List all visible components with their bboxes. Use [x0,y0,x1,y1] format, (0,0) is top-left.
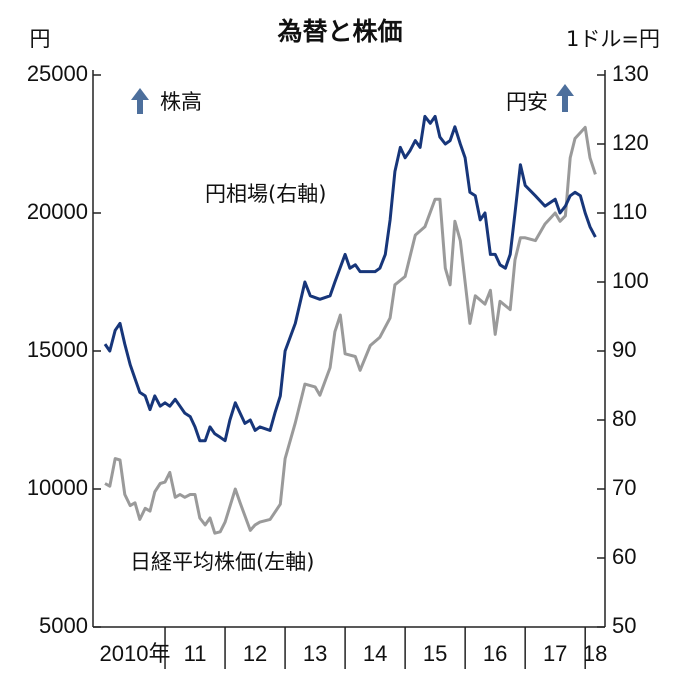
x-tick-label: 11 [184,641,207,666]
annotation: 円安 [506,90,548,114]
y-tick-label: 20000 [27,199,88,224]
y2-tick-label: 70 [612,475,636,500]
series-line [104,125,597,535]
x-tick-label: 14 [363,641,387,666]
series-label: 円相場(右軸) [205,182,326,206]
y-tick-label: 25000 [27,61,88,86]
up-arrow [556,84,574,112]
x-tick-label: 15 [423,641,447,666]
y-tick-label: 5000 [39,613,88,638]
x-tick-label: 16 [483,641,507,666]
y2-tick-label: 130 [612,61,649,86]
y2-tick-label: 90 [612,337,636,362]
y2-tick-label: 50 [612,613,636,638]
chart-title: 為替と株価 [277,17,402,46]
x-tick-label: 18 [583,641,607,666]
annotation: 株高 [160,90,202,114]
series-label: 日経平均株価(左軸) [130,550,314,574]
series-line [103,114,597,443]
y-unit: 円 [30,27,51,51]
up-arrow [131,88,149,114]
y2-tick-label: 110 [612,199,647,224]
y-tick-label: 10000 [27,475,88,500]
x-tick-label: 17 [543,641,567,666]
y2-unit: 1ドル=円 [566,27,660,51]
y-tick-label: 15000 [27,337,88,362]
y2-tick-label: 80 [612,406,636,431]
x-tick-label: 12 [243,641,267,666]
y2-tick-label: 60 [612,544,636,569]
y2-tick-label: 120 [612,130,649,155]
x-tick-label: 2010年 [100,641,171,666]
x-tick-label: 13 [303,641,327,666]
y2-tick-label: 100 [612,268,649,293]
